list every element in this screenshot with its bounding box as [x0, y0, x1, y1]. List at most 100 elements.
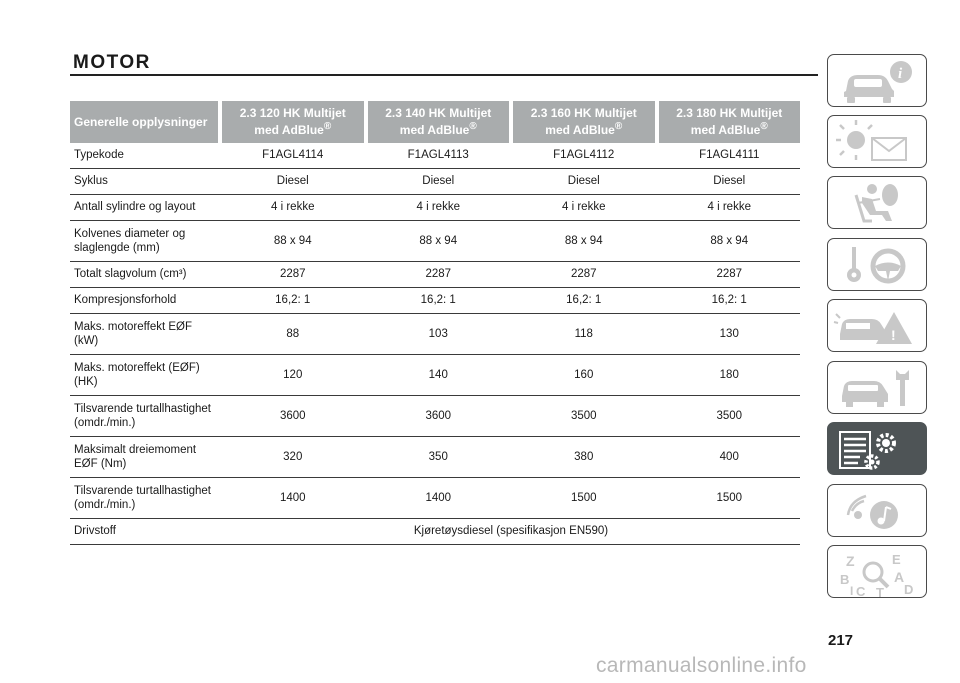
row-label: Tilsvarende turtallhastighet (omdr./min.): [70, 395, 218, 437]
tab-multimedia[interactable]: [827, 484, 927, 537]
cell-value: Diesel: [513, 168, 655, 195]
cell-value: 88 x 94: [513, 220, 655, 262]
page-title: MOTOR: [73, 52, 151, 73]
cell-value: 120: [222, 354, 364, 396]
table-row: Maks. motoreffekt (EØF) (HK) 120 140 160 …: [70, 354, 800, 396]
cell-value: 320: [222, 436, 364, 478]
cell-value: 4 i rekke: [658, 194, 800, 221]
index-letter-z: Z: [846, 553, 855, 569]
table-row: Maks. motoreffekt EØF (kW) 88 103 118 130: [70, 313, 800, 355]
car-info-icon: i: [844, 61, 912, 103]
cell-value: 380: [513, 436, 655, 478]
tab-index[interactable]: Z E B A C T D I: [827, 545, 927, 599]
index-letter-i: I: [850, 584, 853, 598]
cell-value: 4 i rekke: [222, 194, 364, 221]
cell-value: 1400: [222, 477, 364, 519]
table-row: Antall sylindre og layout 4 i rekke 4 i …: [70, 194, 800, 221]
svg-text:!: !: [891, 327, 896, 343]
cell-value: 16,2: 1: [222, 287, 364, 314]
cell-value: 4 i rekke: [513, 194, 655, 221]
cell-value: 1500: [513, 477, 655, 519]
cell-value: Diesel: [222, 168, 364, 195]
row-label: Maks. motoreffekt (EØF) (HK): [70, 354, 218, 396]
alphabetical-index-icon: Z E B A C T D I: [840, 552, 913, 599]
header-engine-120: 2.3 120 HK Multijet med AdBlue®: [222, 101, 364, 143]
cell-value: 160: [513, 354, 655, 396]
seat-airbag-icon: [854, 184, 898, 223]
row-label: Maksimalt dreiemoment EØF (Nm): [70, 436, 218, 478]
technical-data-gear-icon: [839, 431, 896, 470]
svg-text:i: i: [898, 66, 903, 82]
tab-technical-data[interactable]: [827, 422, 927, 475]
tab-emergency[interactable]: !: [827, 299, 927, 352]
tab-knowing-the-car[interactable]: i: [827, 54, 927, 107]
cell-value: 4 i rekke: [367, 194, 509, 221]
row-label: Totalt slagvolum (cm³): [70, 261, 218, 288]
cell-value: 3600: [222, 395, 364, 437]
cell-value: F1AGL4111: [658, 143, 800, 169]
cell-value: 88: [222, 313, 364, 355]
table-row: Tilsvarende turtallhastighet (omdr./min.)…: [70, 395, 800, 437]
header-general-info: Generelle opplysninger: [70, 101, 218, 143]
cell-value: 2287: [222, 261, 364, 288]
cell-value: F1AGL4113: [367, 143, 509, 169]
table-row: Kolvenes diameter og slaglengde (mm) 88 x…: [70, 220, 800, 262]
row-label: Typekode: [70, 143, 218, 169]
cell-value: 88 x 94: [222, 220, 364, 262]
tab-maintenance[interactable]: [827, 361, 927, 414]
index-letter-e: E: [892, 552, 901, 567]
row-label: Antall sylindre og layout: [70, 194, 218, 221]
index-letter-b: B: [840, 572, 849, 587]
cell-value: Diesel: [658, 168, 800, 195]
page-number: 217: [828, 632, 854, 649]
tab-dashboard[interactable]: [827, 115, 927, 168]
watermark: carmanualsonline.info: [596, 654, 807, 677]
dashboard-lights-icon: [836, 120, 907, 161]
cell-value: F1AGL4114: [222, 143, 364, 169]
cell-value: 16,2: 1: [367, 287, 509, 314]
header-engine-160: 2.3 160 HK Multijet med AdBlue®: [513, 101, 655, 143]
index-letter-t: T: [876, 585, 884, 599]
row-label: Tilsvarende turtallhastighet (omdr./min.): [70, 477, 218, 519]
cell-value: 88 x 94: [658, 220, 800, 262]
cell-value: 350: [367, 436, 509, 478]
row-label: Kolvenes diameter og slaglengde (mm): [70, 220, 218, 262]
cell-value: 3600: [367, 395, 509, 437]
multimedia-icon: [846, 494, 898, 529]
cell-value: 1500: [658, 477, 800, 519]
row-label: Kompresjonsforhold: [70, 287, 218, 314]
table-row: Typekode F1AGL4114 F1AGL4113 F1AGL4112 F…: [70, 143, 800, 169]
car-accident-warning-icon: !: [833, 312, 912, 344]
cell-value: 3500: [513, 395, 655, 437]
header-engine-180: 2.3 180 HK Multijet med AdBlue®: [658, 101, 800, 143]
index-letter-d: D: [904, 582, 913, 597]
table-header-row: Generelle opplysninger 2.3 120 HK Multij…: [70, 101, 800, 143]
title-divider: [70, 74, 818, 76]
cell-value: 118: [513, 313, 655, 355]
cell-value: 400: [658, 436, 800, 478]
table-row: Totalt slagvolum (cm³) 2287 2287 2287 22…: [70, 261, 800, 288]
engine-spec-table: Generelle opplysninger 2.3 120 HK Multij…: [70, 101, 800, 545]
table-row: Syklus Diesel Diesel Diesel Diesel: [70, 168, 800, 195]
cell-value: 180: [658, 354, 800, 396]
cell-value: 3500: [658, 395, 800, 437]
fuel-spec-cell: Kjøretøysdiesel (spesifikasjon EN590): [222, 518, 800, 545]
cell-value: F1AGL4112: [513, 143, 655, 169]
cell-value: 2287: [658, 261, 800, 288]
row-label: Maks. motoreffekt EØF (kW): [70, 313, 218, 355]
index-letter-a: A: [894, 569, 904, 585]
index-letter-c: C: [856, 584, 866, 599]
cell-value: 88 x 94: [367, 220, 509, 262]
cell-value: 1400: [367, 477, 509, 519]
tab-starting-driving[interactable]: [827, 238, 927, 291]
cell-value: 103: [367, 313, 509, 355]
cell-value: 130: [658, 313, 800, 355]
cell-value: 2287: [367, 261, 509, 288]
steering-wheel-key-icon: [847, 247, 906, 284]
table-row: Tilsvarende turtallhastighet (omdr./min.)…: [70, 477, 800, 519]
table-row: Drivstoff Kjøretøysdiesel (spesifikasjon…: [70, 518, 800, 545]
cell-value: Diesel: [367, 168, 509, 195]
tab-safety[interactable]: [827, 176, 927, 229]
row-label: Drivstoff: [70, 518, 218, 545]
cell-value: 16,2: 1: [658, 287, 800, 314]
